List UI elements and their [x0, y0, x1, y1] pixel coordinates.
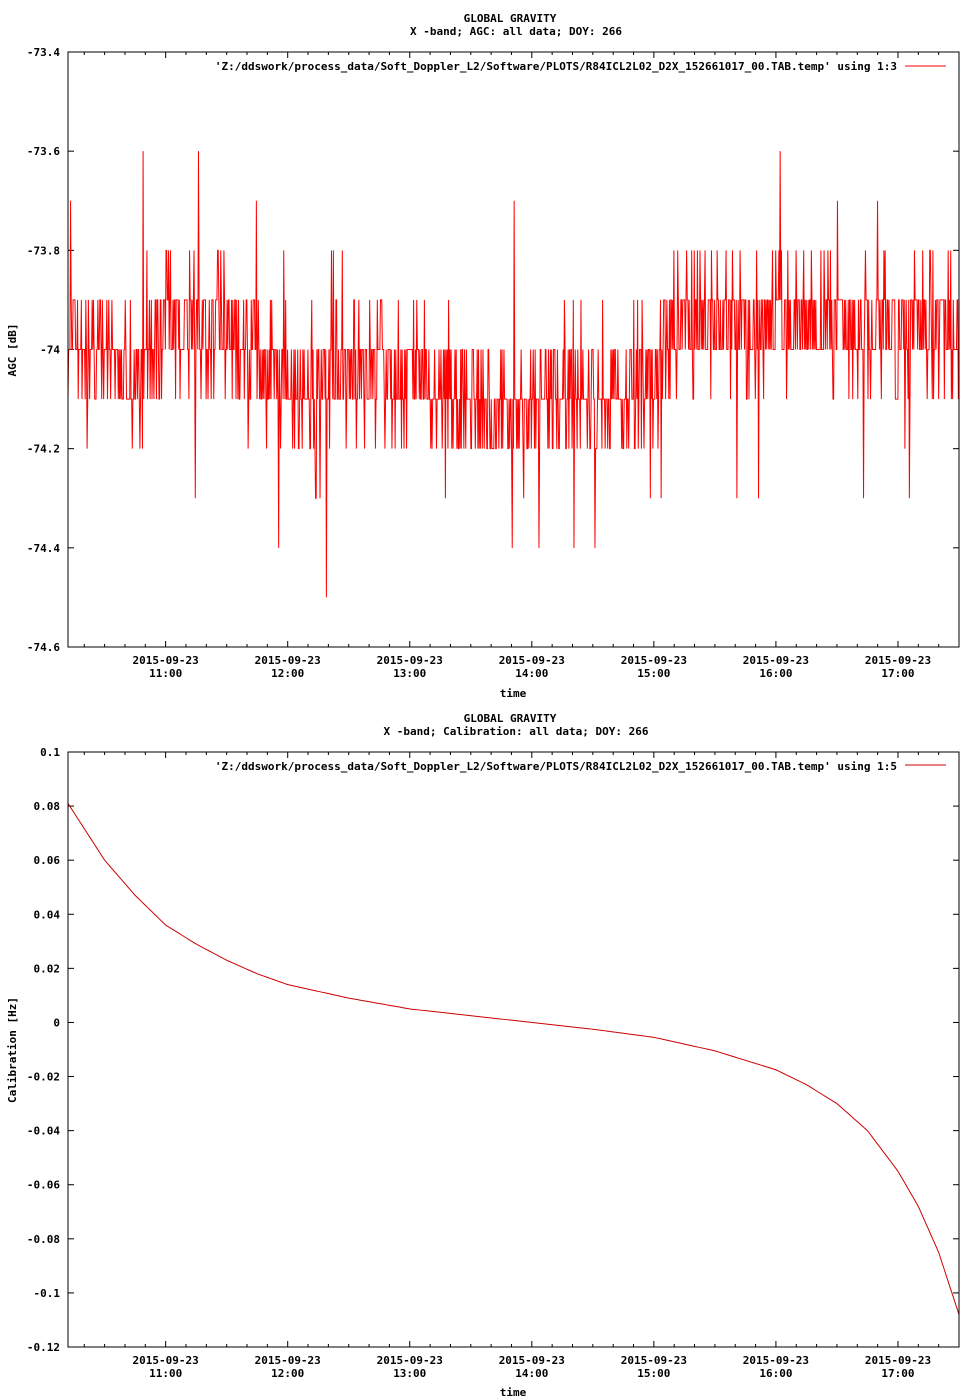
x-tick-date-label: 2015-09-23	[133, 1354, 199, 1367]
x-tick-date-label: 2015-09-23	[255, 1354, 321, 1367]
chart-title: GLOBAL GRAVITY	[464, 12, 557, 25]
agc-chart: GLOBAL GRAVITY X -band; AGC: all data; D…	[6, 12, 960, 700]
x-tick-time-label: 12:00	[271, 667, 304, 680]
y-tick-label: -73.6	[27, 145, 60, 158]
plot-frame	[67, 751, 960, 1348]
x-tick-date-label: 2015-09-23	[743, 1354, 809, 1367]
chart-subtitle: X -band; Calibration: all data; DOY: 266	[384, 725, 649, 738]
y-tick-label: -0.06	[27, 1179, 60, 1192]
x-tick-time-label: 15:00	[637, 1367, 670, 1380]
x-tick-time-label: 17:00	[881, 1367, 914, 1380]
x-tick-time-label: 16:00	[759, 667, 792, 680]
x-tick-date-label: 2015-09-23	[621, 1354, 687, 1367]
x-tick-date-label: 2015-09-23	[621, 654, 687, 667]
legend-label: 'Z:/ddswork/process_data/Soft_Doppler_L2…	[215, 60, 897, 73]
y-tick-label: 0.06	[34, 854, 61, 867]
x-tick-date-label: 2015-09-23	[743, 654, 809, 667]
y-tick-label: -0.12	[27, 1341, 60, 1354]
x-tick-date-label: 2015-09-23	[377, 1354, 443, 1367]
y-tick-label: 0.04	[34, 908, 61, 921]
x-axis-label: time	[500, 687, 527, 700]
y-tick-label: -0.02	[27, 1071, 60, 1084]
calibration-chart: GLOBAL GRAVITY X -band; Calibration: all…	[6, 712, 960, 1399]
x-tick-time-label: 14:00	[515, 1367, 548, 1380]
x-tick-time-label: 16:00	[759, 1367, 792, 1380]
y-tick-label: 0	[53, 1016, 60, 1029]
x-tick-date-label: 2015-09-23	[865, 1354, 931, 1367]
y-tick-label: -0.1	[34, 1287, 61, 1300]
y-tick-label: -0.04	[27, 1125, 60, 1138]
x-tick-date-label: 2015-09-23	[865, 654, 931, 667]
x-tick-time-label: 14:00	[515, 667, 548, 680]
y-tick-label: -74.6	[27, 641, 60, 654]
y-axis-label: Calibration [Hz]	[6, 997, 19, 1103]
legend-label: 'Z:/ddswork/process_data/Soft_Doppler_L2…	[215, 760, 897, 773]
x-tick-time-label: 13:00	[393, 1367, 426, 1380]
x-tick-time-label: 11:00	[149, 667, 182, 680]
x-tick-date-label: 2015-09-23	[133, 654, 199, 667]
chart-title: GLOBAL GRAVITY	[464, 712, 557, 725]
x-tick-date-label: 2015-09-23	[377, 654, 443, 667]
chart-subtitle: X -band; AGC: all data; DOY: 266	[410, 25, 622, 38]
x-tick-date-label: 2015-09-23	[499, 1354, 565, 1367]
y-tick-label: 0.02	[34, 962, 61, 975]
x-tick-time-label: 15:00	[637, 667, 670, 680]
x-tick-time-label: 11:00	[149, 1367, 182, 1380]
y-tick-label: -74.4	[27, 542, 60, 555]
y-tick-label: -73.4	[27, 46, 60, 59]
x-axis-label: time	[500, 1386, 527, 1399]
x-tick-date-label: 2015-09-23	[255, 654, 321, 667]
y-axis-label: AGC [dB]	[6, 324, 19, 377]
series-line	[67, 803, 960, 1315]
x-tick-time-label: 12:00	[271, 1367, 304, 1380]
x-tick-date-label: 2015-09-23	[499, 654, 565, 667]
y-tick-label: 0.08	[34, 800, 61, 813]
y-tick-label: -0.08	[27, 1233, 60, 1246]
y-tick-label: 0.1	[40, 746, 60, 759]
y-tick-label: -74.2	[27, 443, 60, 456]
y-tick-label: -74	[40, 344, 60, 357]
x-tick-time-label: 17:00	[881, 667, 914, 680]
plot-frame	[67, 51, 960, 648]
x-tick-time-label: 13:00	[393, 667, 426, 680]
series-line	[67, 151, 960, 598]
y-tick-label: -73.8	[27, 244, 60, 257]
